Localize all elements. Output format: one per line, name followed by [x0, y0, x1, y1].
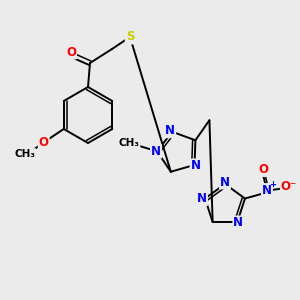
Text: O⁻: O⁻ [281, 180, 297, 193]
Text: N: N [151, 145, 161, 158]
Text: N: N [190, 159, 200, 172]
Text: N: N [165, 124, 175, 137]
Text: CH₃: CH₃ [118, 138, 140, 148]
Text: O: O [39, 136, 49, 148]
Text: +: + [269, 180, 277, 189]
Text: N: N [262, 184, 272, 197]
Text: O: O [258, 163, 268, 176]
Text: O: O [66, 46, 76, 59]
Text: S: S [126, 31, 134, 44]
Text: N: N [233, 217, 243, 230]
Text: N: N [220, 176, 230, 188]
Text: N: N [197, 192, 207, 205]
Text: CH₃: CH₃ [14, 149, 35, 159]
